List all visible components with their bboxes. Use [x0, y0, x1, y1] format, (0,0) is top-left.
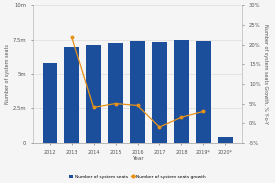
- Bar: [43, 63, 57, 143]
- Bar: [108, 43, 123, 143]
- X-axis label: Year: Year: [132, 156, 143, 161]
- Y-axis label: Number of system seats Growth, % Y-o-Y: Number of system seats Growth, % Y-o-Y: [263, 24, 268, 124]
- Bar: [64, 47, 79, 143]
- Bar: [130, 41, 145, 143]
- Bar: [174, 40, 189, 143]
- Bar: [152, 42, 167, 143]
- Bar: [196, 41, 211, 143]
- Bar: [218, 137, 232, 143]
- Bar: [86, 45, 101, 143]
- Y-axis label: Number of system seats: Number of system seats: [5, 44, 10, 104]
- Legend: Number of system seats, Number of system seats growth: Number of system seats, Number of system…: [67, 173, 208, 181]
